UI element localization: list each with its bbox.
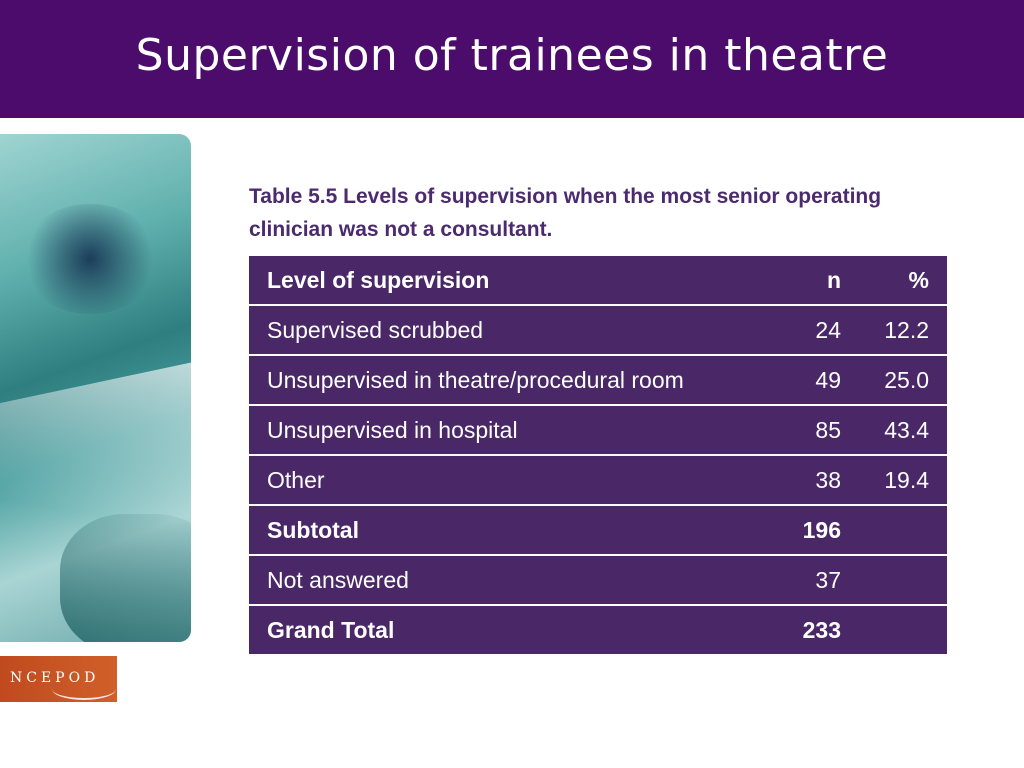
row-pct: [859, 505, 947, 556]
row-n: 196: [781, 505, 859, 556]
row-label: Other: [249, 455, 781, 506]
row-pct: 25.0: [859, 355, 947, 406]
row-label: Unsupervised in hospital: [249, 405, 781, 456]
header-pct: %: [859, 256, 947, 306]
row-pct: [859, 555, 947, 606]
operating-theatre-photo: [0, 134, 191, 642]
row-label: Supervised scrubbed: [249, 305, 781, 356]
ncepod-logo: NCEPOD: [0, 656, 117, 702]
table-row: Not answered 37: [249, 555, 947, 606]
row-label: Not answered: [249, 555, 781, 606]
row-pct: 43.4: [859, 405, 947, 456]
row-n: 233: [802, 616, 841, 643]
table-row: Unsupervised in theatre/procedural room …: [249, 355, 947, 406]
row-n: 38: [781, 455, 859, 506]
grand-total-row: Grand Total 233: [249, 605, 947, 654]
row-pct: 19.4: [859, 455, 947, 506]
table-header-row: Level of supervision n %: [249, 256, 947, 306]
table-caption: Table 5.5 Levels of supervision when the…: [249, 185, 882, 241]
subtotal-row: Subtotal 196: [249, 505, 947, 556]
table-row: Other 38 19.4: [249, 455, 947, 506]
row-label: Grand Total: [267, 616, 395, 643]
row-n: 37: [781, 555, 859, 606]
header-n: n: [781, 256, 859, 306]
row-label: Subtotal: [249, 505, 781, 556]
table-row: Supervised scrubbed 24 12.2: [249, 305, 947, 356]
row-pct: [859, 605, 947, 654]
header-level: Level of supervision: [249, 256, 781, 306]
row-pct: 12.2: [859, 305, 947, 356]
row-label: Unsupervised in theatre/procedural room: [249, 355, 781, 406]
row-n: 24: [781, 305, 859, 356]
table-row: Unsupervised in hospital 85 43.4: [249, 405, 947, 456]
slide-title: Supervision of trainees in theatre: [135, 30, 889, 81]
row-n: 49: [781, 355, 859, 406]
title-bar: Supervision of trainees in theatre: [0, 0, 1024, 118]
row-n: 85: [781, 405, 859, 456]
supervision-table: Level of supervision n % Supervised scru…: [249, 256, 947, 654]
